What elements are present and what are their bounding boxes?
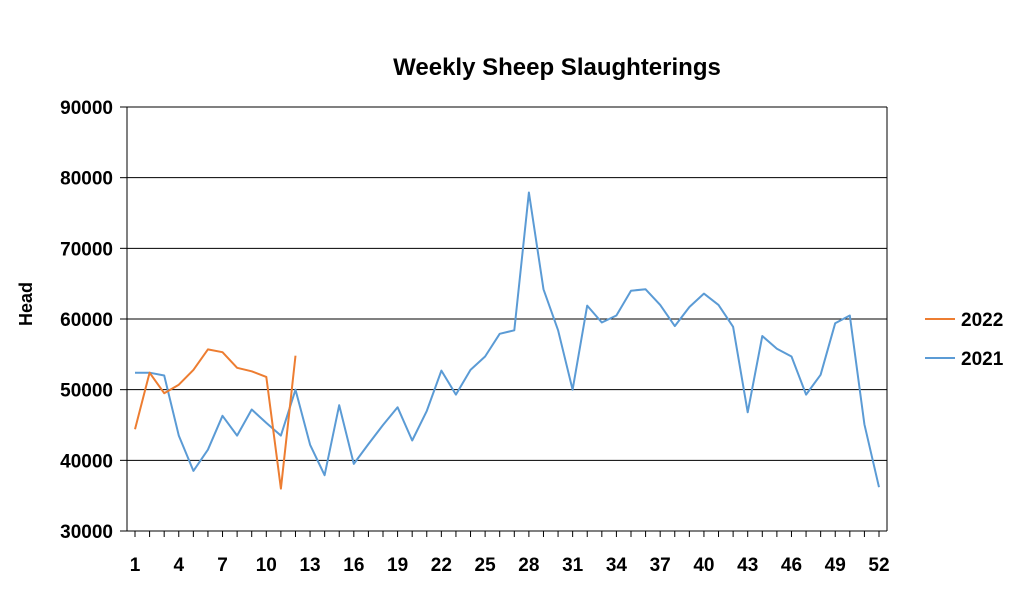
y-tick-label: 40000 xyxy=(60,451,113,472)
y-tick-label: 80000 xyxy=(60,169,113,190)
x-tick-label: 46 xyxy=(781,555,802,576)
x-tick-label: 7 xyxy=(217,555,228,576)
series-lines xyxy=(134,191,880,490)
gridlines xyxy=(127,106,887,461)
x-tick-label: 28 xyxy=(518,555,539,576)
chart-title: Weekly Sheep Slaughterings xyxy=(393,54,721,81)
x-tick-label: 49 xyxy=(825,555,846,576)
y-tick-label: 60000 xyxy=(60,310,113,331)
y-tick-label: 30000 xyxy=(60,522,113,543)
x-tick-label: 10 xyxy=(256,555,277,576)
x-tick-label: 37 xyxy=(650,555,671,576)
x-tick-label: 40 xyxy=(693,555,714,576)
y-tick-label: 70000 xyxy=(60,239,113,260)
legend-label-2022: 2022 xyxy=(961,310,1003,331)
y-axis-label: Head xyxy=(16,282,36,326)
x-tick-label: 1 xyxy=(130,555,141,576)
legend-label-2021: 2021 xyxy=(961,349,1004,370)
x-tick-label: 22 xyxy=(431,555,452,576)
x-tick-label: 31 xyxy=(562,555,584,576)
y-tick-label: 90000 xyxy=(60,98,113,119)
x-tick-label: 43 xyxy=(737,555,758,576)
x-tick-label: 25 xyxy=(475,555,497,576)
series-line-2022 xyxy=(134,348,297,490)
x-tick-label: 34 xyxy=(606,555,628,576)
x-tick-label: 13 xyxy=(299,555,320,576)
x-tick-label: 16 xyxy=(343,555,364,576)
axes: 30000 40000 50000 60000 70000 80000 90000 1 4 7 10… xyxy=(60,98,889,576)
x-tick-label: 52 xyxy=(868,555,889,576)
legend: 2022 2021 xyxy=(925,310,1004,370)
series-line-2021 xyxy=(135,191,880,488)
x-tick-label: 4 xyxy=(173,555,184,576)
x-tick-label: 19 xyxy=(387,555,408,576)
y-tick-label: 50000 xyxy=(60,381,113,402)
